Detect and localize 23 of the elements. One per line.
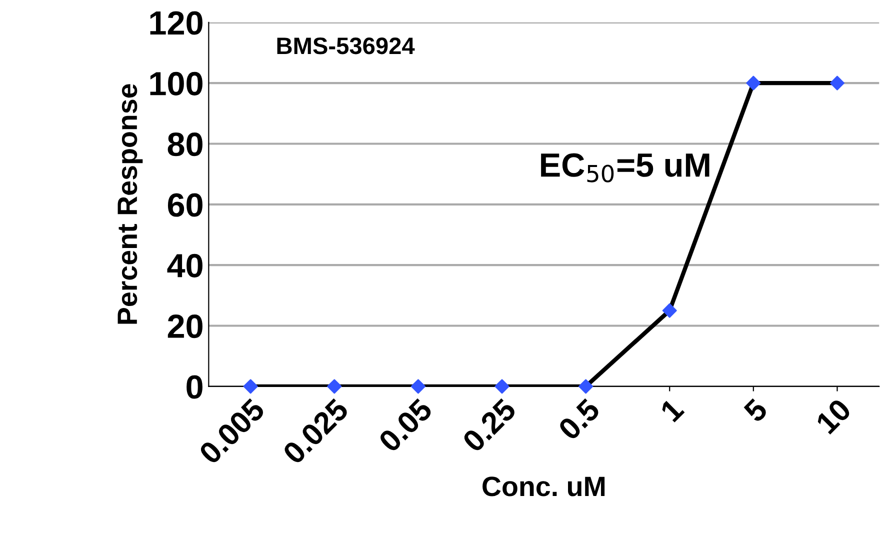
y-tick-label: 20 bbox=[168, 314, 202, 338]
point bbox=[327, 379, 342, 394]
y-tick-label: 60 bbox=[168, 193, 202, 217]
y-tick-label: 100 bbox=[150, 72, 202, 96]
y-tick-label: 40 bbox=[167, 254, 202, 278]
y-tick-label: 80 bbox=[168, 132, 202, 156]
point bbox=[494, 379, 510, 394]
y-tick-label: 0 bbox=[186, 375, 202, 399]
y-axis-title: Percent Response bbox=[118, 84, 143, 324]
point bbox=[662, 303, 677, 318]
point bbox=[746, 76, 761, 90]
point bbox=[243, 379, 258, 394]
y-tick-label: 120 bbox=[150, 11, 202, 35]
point bbox=[830, 76, 844, 90]
x-tick-label: 5 bbox=[742, 398, 769, 424]
chart-title: BMS-536924 bbox=[277, 38, 415, 54]
point bbox=[578, 379, 594, 394]
x-tick-label: 10 bbox=[815, 398, 852, 435]
x-axis-title: Conc. uM bbox=[482, 476, 605, 496]
x-tick-label: 1 bbox=[660, 398, 685, 422]
x-tick-label: 0.5 bbox=[557, 397, 602, 442]
point bbox=[410, 379, 426, 394]
annotation: EC$_{50}$=5 uM bbox=[541, 153, 710, 182]
